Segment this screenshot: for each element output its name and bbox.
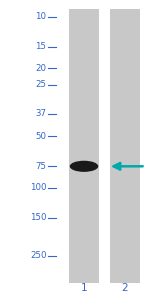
FancyBboxPatch shape xyxy=(110,9,140,283)
Text: 25: 25 xyxy=(36,80,46,89)
Ellipse shape xyxy=(70,161,98,172)
Text: 10: 10 xyxy=(36,12,46,21)
FancyBboxPatch shape xyxy=(69,9,99,283)
Text: 75: 75 xyxy=(36,162,46,171)
Text: 2: 2 xyxy=(121,283,128,293)
Text: 1: 1 xyxy=(81,283,87,293)
Text: 250: 250 xyxy=(30,251,46,260)
Text: 37: 37 xyxy=(36,109,46,118)
Text: 15: 15 xyxy=(36,42,46,51)
Text: 50: 50 xyxy=(36,132,46,141)
Text: 150: 150 xyxy=(30,213,46,222)
Text: 100: 100 xyxy=(30,183,46,192)
Text: 20: 20 xyxy=(36,64,46,73)
